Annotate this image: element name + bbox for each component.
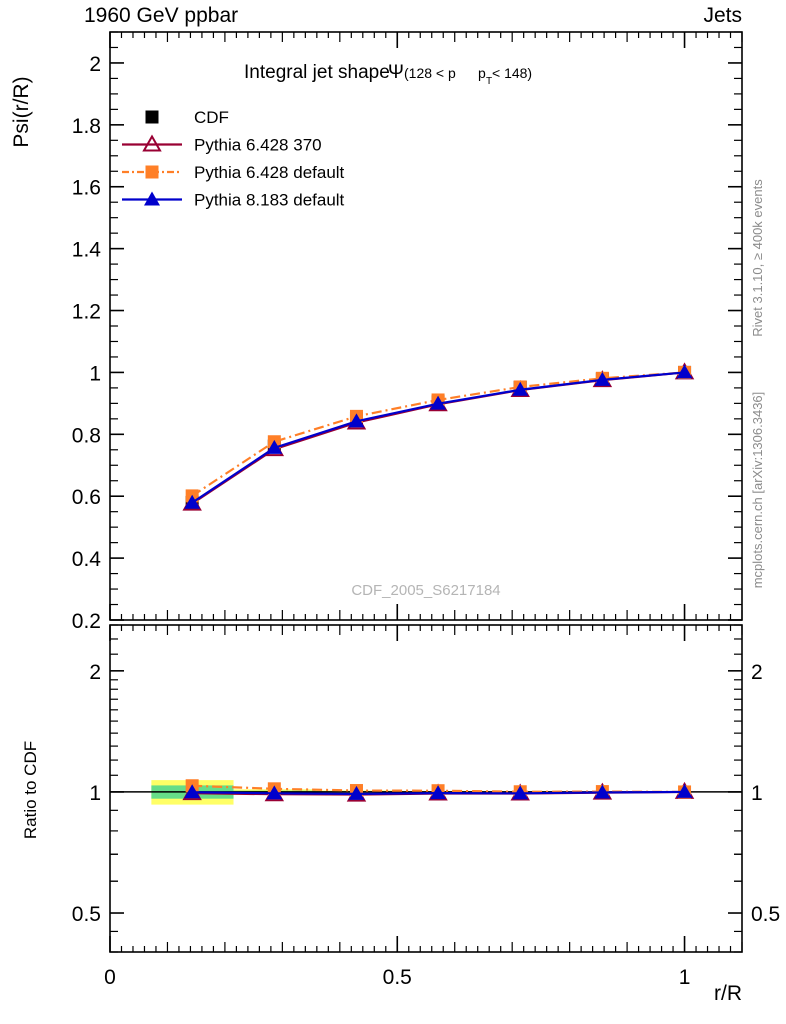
- marker-triangle: [676, 783, 693, 798]
- marker-triangle: [266, 439, 283, 454]
- marker-triangle: [594, 371, 611, 386]
- ratio-y-tick-label-right: 0.5: [751, 903, 780, 926]
- main-title-cond-sub: T: [486, 76, 492, 87]
- marker-triangle-open: [142, 134, 162, 152]
- legend-marker: [142, 134, 162, 152]
- main-panel: Psi(r/R) Integral jet shape Ψ (128 < p p…: [10, 31, 743, 633]
- ratio-y-tick-label-right: 1: [751, 782, 763, 805]
- side-label-mcplots: mcplots.cern.ch [arXiv:1306.3436]: [750, 392, 765, 589]
- data-point: [184, 494, 201, 509]
- ratio-data-point: [348, 785, 365, 800]
- legend: CDF Pythia 6.428 370 Pythia 6.428 default P…: [122, 108, 345, 210]
- marker-triangle: [512, 381, 529, 396]
- marker-triangle: [348, 785, 365, 800]
- legend-entry-3[interactable]: Pythia 8.183 default: [122, 191, 345, 210]
- marker-triangle: [184, 494, 201, 509]
- ratio-y-tick-label: 0.5: [72, 903, 101, 926]
- main-y-tick-label: 0.2: [72, 610, 101, 633]
- x-axis-title: r/R: [714, 982, 742, 1005]
- main-y-tick-label: 0.4: [72, 548, 102, 571]
- x-tick-label: 0: [104, 966, 116, 989]
- main-data-series: [182, 362, 695, 511]
- ratio-panel: Ratio to CDF 0.5 0.51 12 2 0 0.5 1 r/R: [21, 624, 780, 1005]
- legend-marker: [144, 191, 160, 206]
- marker-square: [145, 110, 159, 124]
- x-tick-label: 1: [679, 966, 691, 989]
- marker-triangle: [266, 785, 283, 800]
- ratio-data-point: [594, 784, 611, 799]
- main-title: Integral jet shape Ψ (128 < p p T < 148): [244, 62, 532, 87]
- ratio-plot-frame: [109, 624, 743, 953]
- marker-triangle: [144, 191, 160, 206]
- analysis-watermark: CDF_2005_S6217184: [351, 582, 500, 599]
- ratio-data-point: [676, 783, 693, 798]
- header-left-label: 1960 GeV ppbar: [84, 4, 238, 27]
- marker-triangle: [676, 364, 693, 379]
- ratio-y-tick-label-right: 2: [751, 661, 763, 684]
- main-y-tick-label: 1.8: [72, 115, 101, 138]
- main-y-tick-labels: 0.2 0.4 0.6 0.8 1 1.2 1.4 1.6 1.8 2: [72, 53, 102, 633]
- main-title-cond-pt: p: [478, 65, 486, 81]
- main-title-psi: Ψ: [388, 62, 404, 83]
- ratio-y-axis-title: Ratio to CDF: [21, 741, 40, 839]
- marker-square: [145, 165, 159, 179]
- x-tick-label: 0.5: [383, 966, 412, 989]
- main-y-tick-label: 1.2: [72, 301, 101, 324]
- ratio-data-point: [266, 785, 283, 800]
- main-y-tick-label: 2: [89, 53, 101, 76]
- data-point: [676, 364, 693, 379]
- legend-label: Pythia 8.183 default: [194, 191, 345, 210]
- legend-label: Pythia 6.428 370: [194, 136, 322, 155]
- ratio-series-2: [184, 783, 693, 800]
- ratio-y-tick-label: 1: [89, 782, 101, 805]
- main-y-tick-label: 1.4: [72, 239, 102, 262]
- legend-marker: [145, 165, 159, 179]
- marker-triangle: [430, 395, 447, 410]
- legend-entry-0[interactable]: CDF: [145, 108, 229, 127]
- side-label-rivet: Rivet 3.1.10, ≥ 400k events: [750, 179, 765, 337]
- main-title-text: Integral jet shape: [244, 62, 390, 83]
- ratio-data-point: [184, 784, 201, 799]
- main-y-tick-label: 1.6: [72, 177, 101, 200]
- ratio-y-tick-labels: 0.5 0.5 1 1 2 2: [72, 661, 780, 926]
- marker-triangle: [348, 413, 365, 428]
- ratio-x-tick-labels: 0 0.5 1: [104, 966, 690, 989]
- main-y-tick-label: 0.8: [72, 424, 101, 447]
- main-title-cond-open: (128 < p: [404, 65, 456, 81]
- data-point: [348, 413, 365, 428]
- data-point: [430, 395, 447, 410]
- data-point: [512, 381, 529, 396]
- main-title-cond-close: < 148): [492, 65, 532, 81]
- main-y-axis-title: Psi(r/R): [10, 76, 33, 147]
- series-3: [184, 364, 693, 509]
- marker-triangle: [594, 784, 611, 799]
- legend-entry-1[interactable]: Pythia 6.428 370: [122, 134, 322, 155]
- legend-label: CDF: [194, 108, 229, 127]
- ratio-data-point: [512, 785, 529, 800]
- ratio-y-tick-label: 2: [89, 661, 101, 684]
- data-point: [594, 371, 611, 386]
- main-axis-ticks: [109, 31, 743, 621]
- header-right-label: Jets: [703, 4, 742, 27]
- legend-label: Pythia 6.428 default: [194, 163, 345, 182]
- legend-entry-2[interactable]: Pythia 6.428 default: [122, 163, 345, 182]
- marker-triangle: [512, 785, 529, 800]
- marker-triangle: [184, 784, 201, 799]
- marker-triangle: [430, 785, 447, 800]
- ratio-data-point: [430, 785, 447, 800]
- main-y-tick-label: 1: [89, 362, 101, 385]
- data-point: [266, 439, 283, 454]
- legend-marker: [145, 110, 159, 124]
- ratio-data-series: [182, 779, 695, 802]
- main-y-tick-label: 0.6: [72, 486, 101, 509]
